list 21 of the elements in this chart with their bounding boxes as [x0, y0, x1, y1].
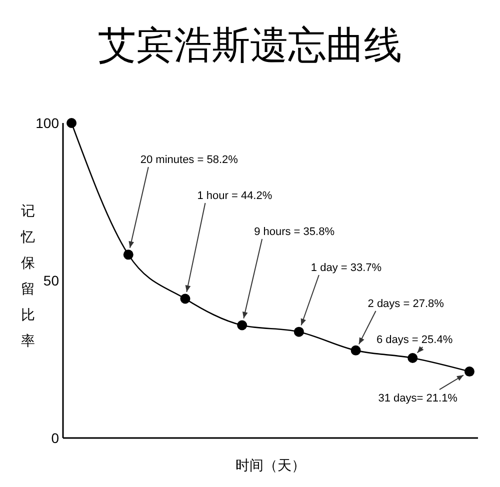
point — [66, 118, 77, 128]
y-tick-label: 50 — [43, 272, 60, 288]
point — [464, 366, 474, 377]
point — [237, 320, 248, 330]
chart-title: 艾宾浩斯遗忘曲线 — [98, 23, 402, 67]
text: 20 minutes = 58.2% — [140, 154, 238, 166]
text: 9 hours = 35.8% — [254, 226, 334, 238]
y-axis-title: 记忆保留比率 — [20, 202, 35, 348]
point — [408, 352, 418, 363]
y-tick-label: 0 — [51, 430, 60, 446]
text: 1 day = 33.7% — [310, 262, 382, 274]
text: 6 days = 25.4% — [376, 334, 453, 346]
y-tick-label: 100 — [36, 114, 60, 131]
text: 1 hour = 44.2% — [197, 190, 272, 202]
point — [350, 345, 361, 356]
point — [123, 250, 134, 260]
point — [180, 294, 190, 304]
point — [294, 326, 304, 337]
x-axis-title: 时间（天） — [236, 457, 306, 473]
text: 31 days= 21.1% — [378, 392, 458, 405]
text: 2 days = 27.8% — [368, 298, 444, 310]
